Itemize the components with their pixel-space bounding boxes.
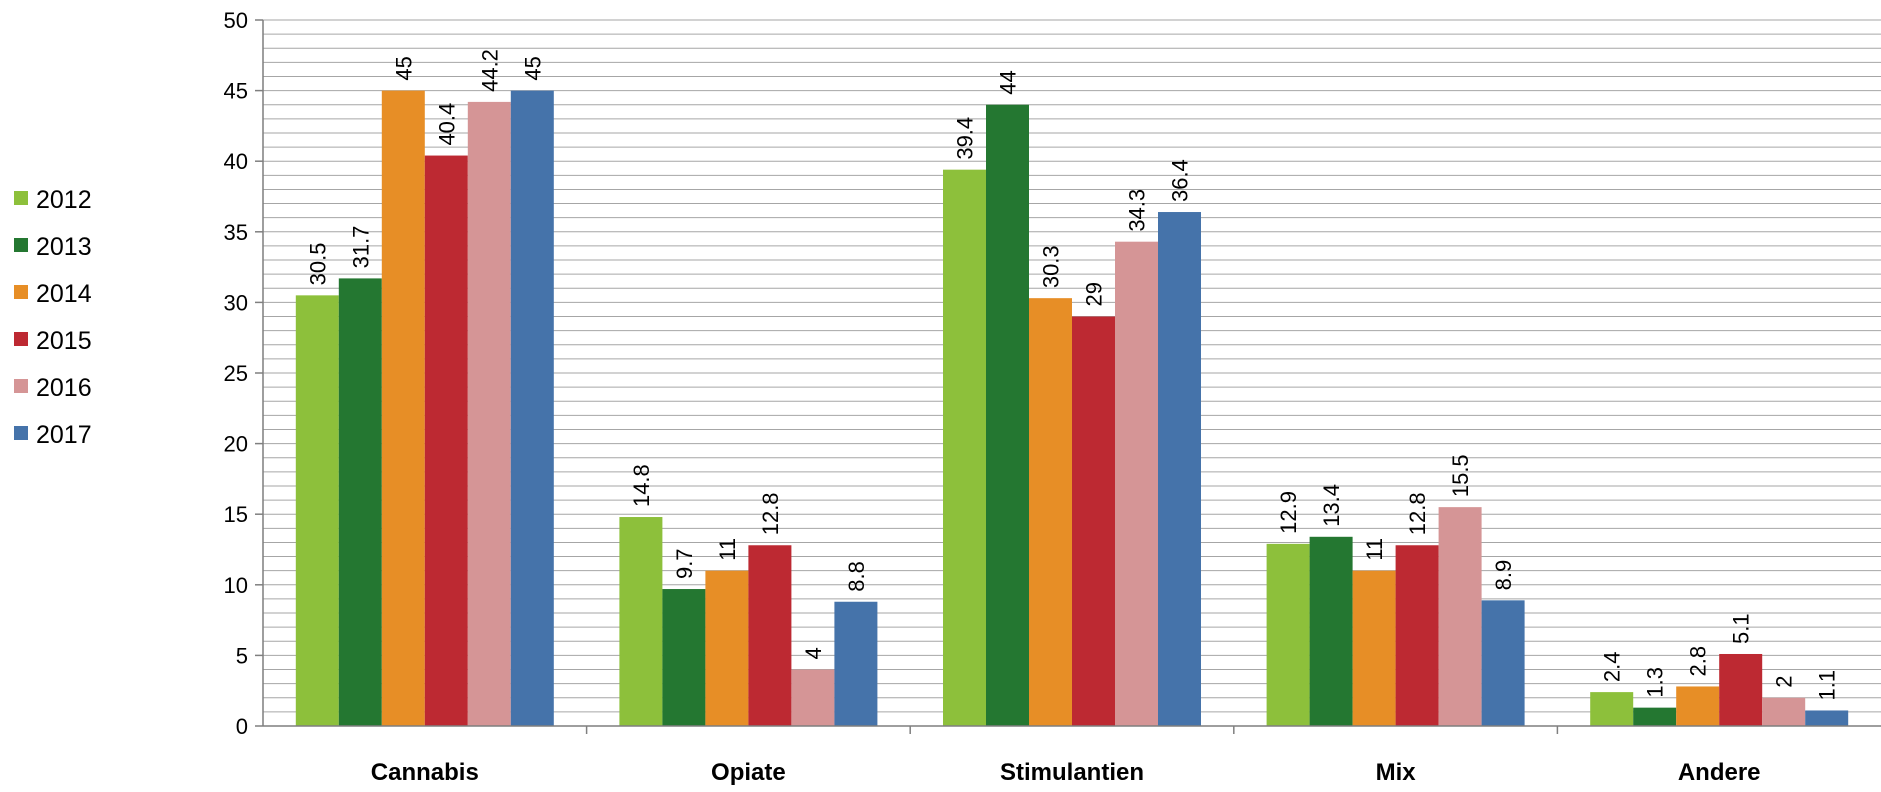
legend-label: 2015 <box>36 327 92 355</box>
bar-2017-opiate <box>834 601 878 726</box>
legend-label: 2013 <box>36 233 92 261</box>
legend: 2012 2013 2014 2015 2016 2017 <box>14 186 92 449</box>
category-label: Cannabis <box>371 759 479 786</box>
data-label: 45 <box>391 56 416 80</box>
y-tick-label: 45 <box>224 79 248 104</box>
data-label: 44.2 <box>477 49 502 92</box>
data-label: 8.9 <box>1491 560 1516 591</box>
data-label: 1.3 <box>1643 667 1668 698</box>
legend-swatch <box>14 426 28 440</box>
data-label: 39.4 <box>953 117 978 160</box>
data-label: 1.1 <box>1815 670 1840 701</box>
data-label: 2 <box>1772 676 1797 688</box>
data-label: 14.8 <box>629 464 654 507</box>
data-label: 12.8 <box>1405 492 1430 535</box>
category-label: Opiate <box>711 759 786 786</box>
bar-2017-mix <box>1481 600 1525 726</box>
data-label: 29 <box>1082 282 1107 306</box>
data-label: 8.8 <box>844 561 869 592</box>
bar-2012-stimulantien <box>943 169 986 726</box>
bar-2014-opiate <box>705 570 749 726</box>
legend-swatch <box>14 191 28 205</box>
data-label: 11 <box>1362 538 1387 561</box>
legend-swatch <box>14 379 28 393</box>
data-label: 9.7 <box>672 548 697 579</box>
legend-swatch <box>14 332 28 346</box>
y-tick-label: 30 <box>224 290 248 315</box>
bars <box>295 90 1849 727</box>
category-label: Andere <box>1678 759 1761 786</box>
bar-2015-andere <box>1719 653 1763 726</box>
bar-2015-cannabis <box>424 155 468 726</box>
y-tick-label: 5 <box>236 643 248 668</box>
y-tick-label: 25 <box>224 361 248 386</box>
y-tick-label: 10 <box>224 573 248 598</box>
bar-2014-cannabis <box>381 90 425 727</box>
y-tick-label: 0 <box>236 714 248 739</box>
bar-2016-cannabis <box>467 101 511 726</box>
bar-2016-stimulantien <box>1115 241 1158 726</box>
bar-2017-cannabis <box>510 90 554 727</box>
y-tick-label: 15 <box>224 502 248 527</box>
bar-2012-opiate <box>619 517 663 726</box>
bar-2013-stimulantien <box>986 104 1029 727</box>
data-label: 13.4 <box>1319 484 1344 527</box>
data-label: 34.3 <box>1125 189 1150 232</box>
bar-2017-stimulantien <box>1158 212 1201 727</box>
data-label: 12.8 <box>758 492 783 535</box>
bar-2017-andere <box>1805 710 1849 726</box>
legend-swatch <box>14 238 28 252</box>
bar-2014-andere <box>1676 686 1720 726</box>
bar-2016-mix <box>1438 507 1482 726</box>
y-tick-label: 50 <box>224 8 248 33</box>
data-label: 30.5 <box>305 243 330 286</box>
bar-2013-mix <box>1309 536 1353 726</box>
bar-2015-mix <box>1395 545 1439 726</box>
data-label: 5.1 <box>1729 613 1754 644</box>
data-label: 2.4 <box>1600 652 1625 683</box>
y-tick-label: 40 <box>224 149 248 174</box>
data-label: 11 <box>715 538 740 561</box>
data-label: 2.8 <box>1686 646 1711 677</box>
data-label: 15.5 <box>1448 454 1473 497</box>
bar-2015-stimulantien <box>1072 316 1115 726</box>
legend-swatch <box>14 285 28 299</box>
bar-2014-stimulantien <box>1029 298 1072 726</box>
data-label: 4 <box>801 647 826 659</box>
axes: 0 5 10 15 20 25 30 35 40 45 50 Cannabis Opiate Stimul… <box>224 8 1881 786</box>
legend-label: 2014 <box>36 280 92 308</box>
data-label: 12.9 <box>1276 491 1301 534</box>
bar-2016-andere <box>1762 697 1806 726</box>
legend-label: 2017 <box>36 421 92 449</box>
data-label: 40.4 <box>434 103 459 146</box>
bar-2014-mix <box>1352 570 1396 726</box>
bar-2013-opiate <box>662 589 706 726</box>
bar-2015-opiate <box>748 545 792 726</box>
data-label: 36.4 <box>1168 159 1193 202</box>
category-label: Stimulantien <box>1000 759 1144 786</box>
bar-2013-cannabis <box>338 278 382 726</box>
data-labels: 30.5 14.8 39.4 12.9 2.4 31.7 9.7 44 13.4 1.3 45 11 3… <box>305 49 1839 700</box>
data-label: 30.3 <box>1039 245 1064 288</box>
data-label: 31.7 <box>348 226 373 269</box>
bar-2012-andere <box>1590 692 1634 726</box>
data-label: 45 <box>520 56 545 80</box>
bar-2013-andere <box>1633 707 1677 726</box>
bar-2016-opiate <box>791 669 835 726</box>
data-label: 44 <box>996 70 1021 94</box>
y-tick-label: 35 <box>224 220 248 245</box>
legend-label: 2016 <box>36 374 92 402</box>
legend-label: 2012 <box>36 186 92 214</box>
bar-2012-cannabis <box>295 295 339 726</box>
y-tick-label: 20 <box>224 432 248 457</box>
bar-2012-mix <box>1266 543 1310 726</box>
category-label: Mix <box>1376 759 1417 786</box>
